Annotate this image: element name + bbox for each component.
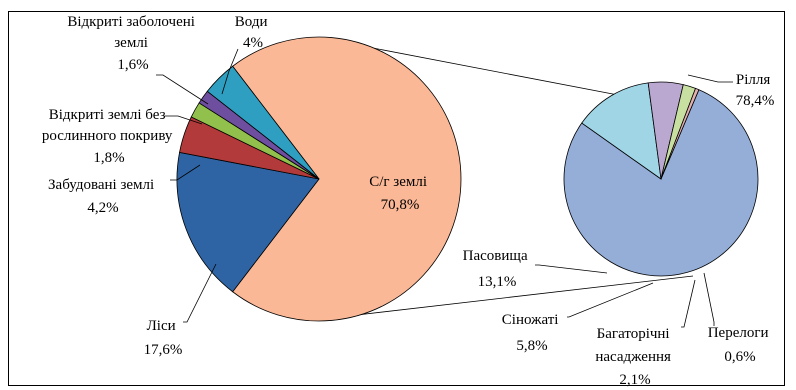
label-wetlands: Відкриті заболочені землі 1,6% [67, 14, 198, 73]
leader-line-bare [165, 115, 203, 125]
leader-line-hayfields [567, 282, 654, 318]
label-water: Води 4% [235, 14, 271, 51]
label-fallow: Перелоги 0,6% [708, 325, 773, 365]
label-built: Забудовані землі 4,2% [48, 177, 158, 216]
sec-slice-0 [563, 89, 759, 277]
label-agri: С/г землі 70,8% [369, 174, 431, 213]
leader-line-built [170, 164, 201, 181]
connector-line-0 [330, 39, 619, 96]
label-hayfields: Сіножаті 5,8% [502, 312, 562, 354]
sec-slice-4 [660, 87, 700, 180]
leader-line-perennial [681, 279, 696, 328]
label-pasture: Пасовища 13,1% [463, 248, 532, 290]
main-slice-1 [176, 151, 320, 293]
label-forest: Ліси 17,6% [144, 318, 183, 358]
label-perennial: Багаторічні насадження 2,1% [595, 326, 674, 388]
main-pie [176, 36, 462, 322]
leader-line-fallow [703, 272, 715, 326]
connector-line-1 [330, 275, 694, 319]
label-bare: Відкриті землі без рослинного покриву 1,… [42, 107, 176, 166]
connector-lines [330, 39, 694, 319]
secondary-pie [563, 81, 759, 277]
leader-line-forest [183, 263, 217, 323]
main-slice-5 [206, 65, 320, 180]
leader-line-pasture [535, 264, 608, 274]
label-leader-lines [156, 48, 733, 328]
leader-line-water [221, 48, 239, 95]
leader-line-arable [687, 74, 733, 83]
leader-line-wetlands [156, 74, 209, 105]
main-slice-0 [232, 36, 462, 322]
label-arable: Рілля 78,4% [736, 72, 775, 109]
sec-slice-1 [581, 82, 662, 180]
